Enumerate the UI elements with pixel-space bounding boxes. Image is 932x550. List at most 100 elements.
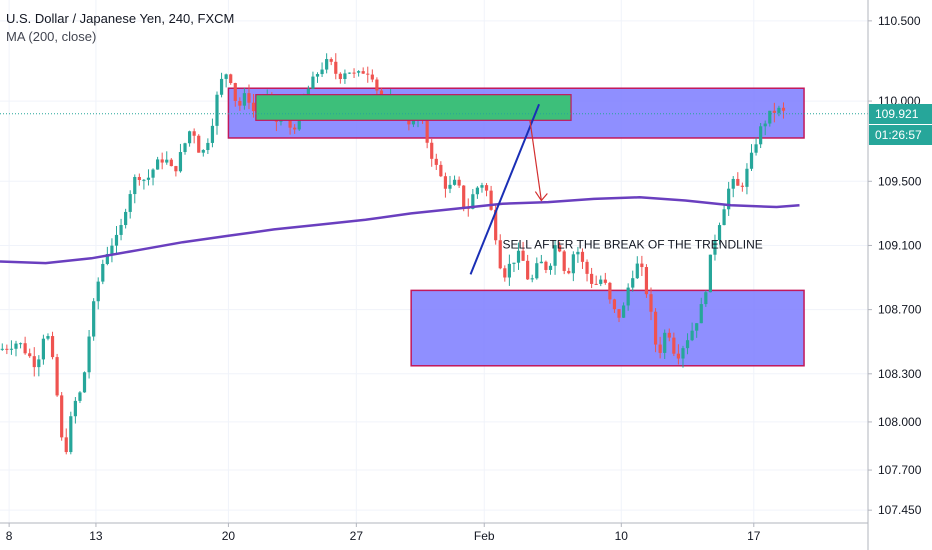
candle-body	[777, 107, 781, 113]
candle-body	[740, 185, 744, 187]
candle-body	[480, 185, 484, 188]
candle-body	[293, 127, 297, 130]
candle-body	[781, 107, 786, 111]
candle-body	[160, 159, 164, 163]
candle-body	[334, 61, 338, 74]
candle-body	[558, 245, 562, 252]
candle-body	[759, 126, 763, 145]
price-tick-label: 110.500	[878, 14, 921, 28]
candle-body	[754, 144, 758, 153]
candle-body	[206, 142, 210, 151]
candle-body	[229, 74, 233, 84]
candle-body	[329, 59, 333, 62]
candle-body	[548, 265, 553, 270]
candle-body	[9, 348, 14, 350]
candle-body	[64, 437, 68, 453]
demand-zone	[410, 289, 805, 367]
candle-body	[731, 178, 735, 189]
candle-body	[146, 177, 151, 180]
candle-body	[484, 185, 489, 191]
sell-arrow	[529, 120, 542, 201]
candle-body	[5, 348, 9, 350]
candle-body	[567, 270, 571, 274]
candle-body	[69, 416, 73, 453]
candle-body	[133, 176, 137, 195]
time-tick-label: 13	[89, 529, 103, 543]
candle-body	[608, 282, 612, 300]
candle-body	[475, 187, 479, 195]
candle-body	[544, 261, 548, 270]
candle-body	[439, 164, 443, 177]
candle-body	[562, 251, 566, 271]
candle-body	[530, 278, 534, 280]
candle-body	[137, 176, 141, 181]
candle-body	[539, 261, 543, 264]
candle-body	[603, 279, 607, 283]
candle-body	[736, 178, 740, 186]
candle-body	[311, 76, 315, 89]
candle-body	[242, 93, 247, 106]
candle-body	[443, 176, 448, 189]
candle-body	[251, 102, 256, 112]
candle-body	[325, 59, 329, 70]
candle-body	[357, 71, 361, 73]
candle-body	[503, 268, 507, 278]
candle-body	[676, 353, 681, 359]
green-zone	[255, 94, 572, 121]
time-tick-label: 8	[6, 529, 13, 543]
candle-body	[599, 279, 603, 284]
candle-body	[142, 179, 146, 181]
candle-body	[119, 225, 123, 235]
candle-body	[178, 152, 183, 172]
countdown-badge: 01:26:57	[869, 124, 932, 145]
candle-body	[617, 309, 621, 318]
ma-legend[interactable]: MA (200, close)	[6, 29, 97, 44]
candle-body	[60, 395, 64, 438]
candle-body	[92, 301, 96, 337]
candle-body	[101, 263, 105, 282]
candle-body	[37, 359, 41, 368]
candle-body	[151, 169, 155, 178]
candle-body	[50, 336, 55, 358]
candle-body	[210, 125, 215, 143]
candle-body	[366, 73, 370, 75]
candle-body	[352, 72, 356, 74]
candle-body	[571, 254, 575, 274]
symbol-title[interactable]: U.S. Dollar / Japanese Yen, 240, FXCM	[6, 11, 235, 26]
candle-body	[590, 273, 594, 284]
candle-body	[105, 254, 109, 264]
time-tick-label: 27	[350, 529, 364, 543]
candle-body	[685, 340, 690, 349]
sell-arrow-head	[534, 191, 548, 202]
candle-body	[320, 69, 324, 75]
candle-body	[41, 338, 45, 360]
candle-body	[690, 330, 694, 341]
candle-body	[640, 263, 644, 268]
candle-body	[658, 344, 662, 353]
price-tick-label: 109.100	[878, 238, 922, 252]
zones-front-layer	[255, 94, 572, 121]
candle-body	[681, 348, 685, 359]
candle-body	[14, 343, 18, 349]
candle-body	[713, 240, 717, 255]
candle-body	[247, 93, 251, 103]
candle-body	[516, 250, 521, 263]
candle-body	[727, 188, 731, 210]
drawings-layer	[0, 103, 868, 275]
candle-body	[457, 179, 461, 186]
candle-body	[219, 78, 224, 95]
candle-body	[494, 209, 498, 241]
candle-body	[78, 392, 82, 401]
candle-body	[722, 209, 726, 226]
price-axis[interactable]: 110.500110.000109.500109.100108.700108.3…	[867, 0, 922, 550]
time-axis[interactable]: 8 13 20 27 Feb 10 17	[0, 522, 868, 543]
candle-body	[507, 263, 511, 278]
candle-body	[375, 79, 379, 91]
candle-body	[653, 311, 658, 345]
price-tick-label: 107.700	[878, 463, 922, 477]
candle-body	[124, 211, 128, 226]
candle-body	[448, 184, 452, 189]
ma-layer	[0, 196, 800, 265]
candle-body	[114, 234, 119, 246]
